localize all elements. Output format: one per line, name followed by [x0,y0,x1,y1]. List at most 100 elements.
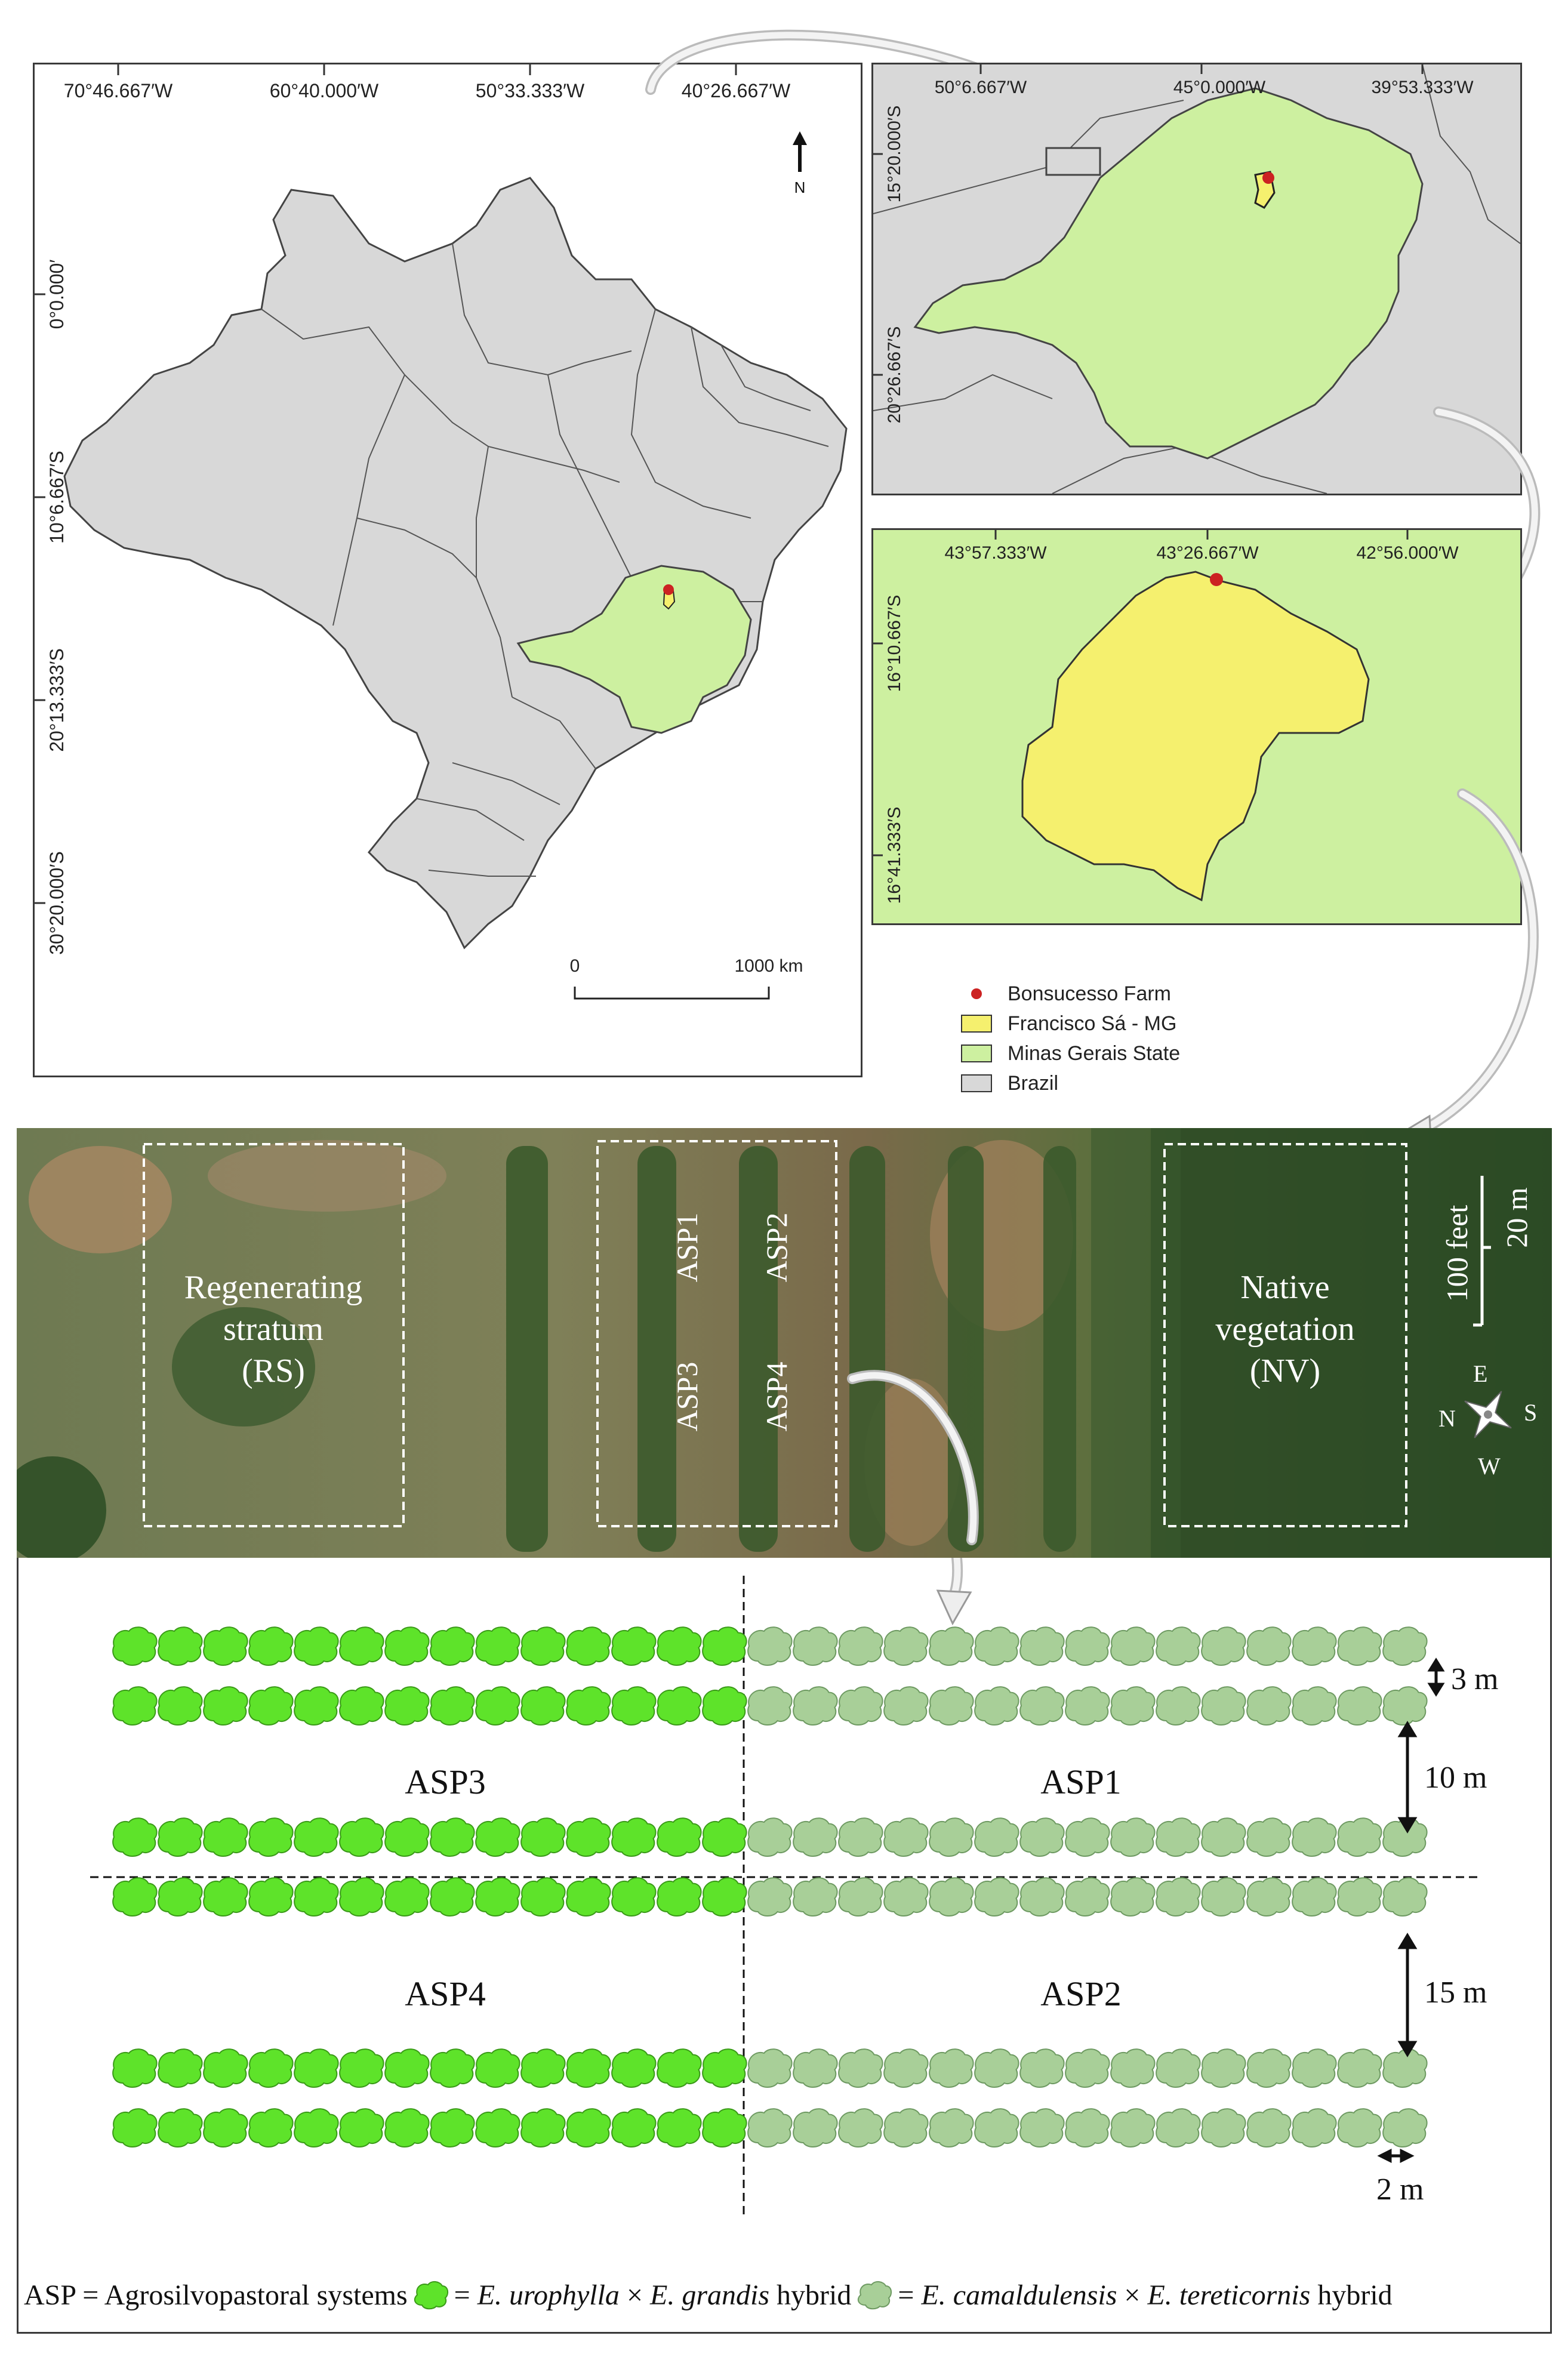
urophylla-tree-icon [158,1877,203,1917]
scale-bar [574,987,770,1000]
camaldulensis-tree-icon [1019,2048,1065,2088]
layout-asp3: ASP3 [405,1763,485,1801]
camaldulensis-tree-icon [1110,1877,1156,1917]
camaldulensis-tree-icon [1337,2048,1382,2088]
brazil-map-panel: 70°46.667′W 60°40.000′W 50°33.333′W 40°2… [33,63,862,1077]
state-lon-2: 45°0.000′W [1173,78,1266,97]
camaldulensis-tree-icon [747,1626,793,1666]
camaldulensis-tree-icon [1337,1877,1382,1917]
camaldulensis-tree-icon [1110,1686,1156,1726]
camaldulensis-tree-icon [929,1817,974,1857]
state-map: 50°6.667′W 45°0.000′W 39°53.333′W 15°20.… [873,64,1520,494]
legend-label-municipality: Francisco Sá - MG [1008,1012,1177,1035]
lon-label-4: 40°26.667′W [682,80,791,101]
urophylla-tree-icon [294,1626,339,1666]
brazil-swatch [961,1074,992,1092]
urophylla-tree-icon [339,2048,384,2088]
camaldulensis-tree-icon [1201,1877,1246,1917]
camaldulensis-tree-icon [1246,1817,1292,1857]
camaldulensis-tree-icon [1292,1817,1337,1857]
compass-rose-icon [1464,1391,1512,1438]
caption-sp2b: E. tereticornis [1147,2279,1311,2311]
farm-marker [663,584,674,595]
urophylla-tree-icon [657,1626,702,1666]
urophylla-tree-icon [203,1686,248,1726]
lon-label-3: 50°33.333′W [476,80,585,101]
urophylla-tree-icon [475,1626,520,1666]
camaldulensis-tree-icon [1382,1686,1428,1726]
camaldulensis-tree-icon [1019,2108,1065,2148]
camaldulensis-tree-icon [974,2108,1019,2148]
urophylla-tree-icon [475,2108,520,2148]
aerial-asp1: ASP1 [670,1213,704,1283]
camaldulensis-tree-icon [974,2048,1019,2088]
caption-times1: × [626,2279,643,2311]
camaldulensis-tree-icon [1382,2108,1428,2148]
urophylla-tree-icon [158,1817,203,1857]
legend-label-brazil: Brazil [1008,1071,1059,1095]
urophylla-tree-icon [611,1877,657,1917]
camaldulensis-tree-icon [793,1686,838,1726]
state-lat-1: 15°20.000′S [885,106,904,203]
connector-arrow-3 [1397,788,1539,1151]
urophylla-tree-icon [384,1686,430,1726]
dim-2m-label: 2 m [1376,2173,1424,2207]
urophylla-tree-icon [294,2048,339,2088]
layout-asp4: ASP4 [405,1974,485,2013]
caption-asp-def: ASP = Agrosilvopastoral systems [24,2279,408,2311]
urophylla-tree-icon [203,1877,248,1917]
camaldulensis-tree-icon [1201,2108,1246,2148]
urophylla-tree-icon [248,1686,294,1726]
camaldulensis-tree-icon [858,2281,892,2310]
urophylla-tree-icon [248,1877,294,1917]
camaldulensis-tree-icon [929,2108,974,2148]
dim-15m-label: 15 m [1424,1976,1487,2010]
camaldulensis-tree-icon [1292,1626,1337,1666]
urophylla-tree-icon [657,2048,702,2088]
camaldulensis-tree-icon [1019,1626,1065,1666]
camaldulensis-tree-icon [1065,1817,1110,1857]
mun-lat-2: 16°41.333′S [885,807,904,904]
camaldulensis-tree-icon [1019,1686,1065,1726]
urophylla-tree-icon [520,1877,566,1917]
camaldulensis-tree-icon [1246,2048,1292,2088]
tree-rows [112,1626,1428,2148]
urophylla-tree-icon [203,2048,248,2088]
scale-start-label: 0 [570,956,580,976]
urophylla-tree-icon [475,2048,520,2088]
municipality-map-panel: 43°57.333′W 43°26.667′W 42°56.000′W 16°1… [871,528,1522,925]
urophylla-tree-icon [430,1877,475,1917]
compass-n: N [1438,1405,1456,1432]
caption-eq2: = [898,2279,914,2311]
urophylla-tree-icon [430,1626,475,1666]
urophylla-tree-icon [112,1817,158,1857]
layout-svg: ASP3 ASP1 ASP4 ASP2 3 m 10 m 15 m 2 m [90,1552,1498,2214]
brazil-shape [63,177,848,950]
minas-gerais-state-shape [913,87,1424,460]
camaldulensis-tree-icon [1156,1877,1201,1917]
camaldulensis-tree-icon [1201,1686,1246,1726]
camaldulensis-tree-icon [793,1817,838,1857]
camaldulensis-tree-icon [1337,1817,1382,1857]
urophylla-tree-icon [158,1626,203,1666]
urophylla-tree-icon [430,2108,475,2148]
rs-box [143,1143,405,1527]
urophylla-tree-icon [158,2048,203,2088]
urophylla-tree-icon [430,2048,475,2088]
camaldulensis-tree-icon [1110,1626,1156,1666]
aerial-photo: Regenerating stratum (RS) ASP1 ASP2 ASP3… [17,1128,1552,1558]
camaldulensis-tree-icon [1382,1817,1428,1857]
urophylla-tree-icon [657,1686,702,1726]
rs-title-2: stratum [223,1311,324,1348]
camaldulensis-tree-icon [1156,1686,1201,1726]
camaldulensis-tree-icon [1246,1877,1292,1917]
dimension-arrows [1377,1657,1445,2164]
camaldulensis-tree-icon [793,1626,838,1666]
caption-times2: × [1124,2279,1141,2311]
nv-box [1163,1143,1407,1527]
urophylla-tree-icon [430,1686,475,1726]
aerial-asp4: ASP4 [760,1362,793,1432]
camaldulensis-tree-icon [1065,1686,1110,1726]
urophylla-tree-icon [384,1877,430,1917]
camaldulensis-tree-icon [1065,2108,1110,2148]
